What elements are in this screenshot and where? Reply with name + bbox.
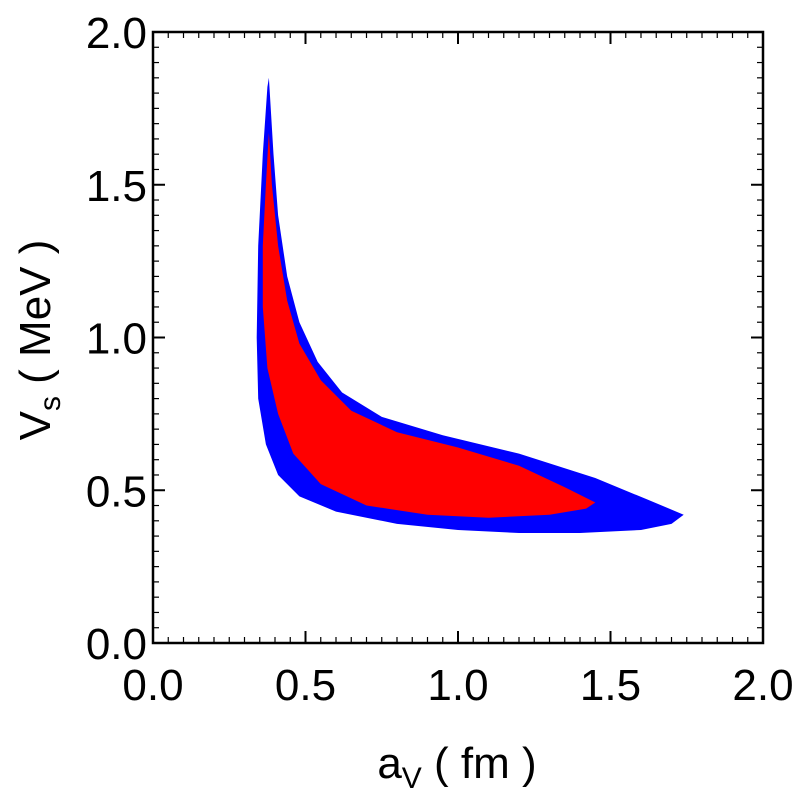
confidence-regions bbox=[256, 77, 684, 534]
y-tick-label: 2.0 bbox=[86, 9, 147, 58]
x-axis-title-subscript: V bbox=[402, 762, 422, 791]
axis-ticks bbox=[152, 31, 764, 644]
x-tick-label: 0.0 bbox=[122, 661, 183, 710]
y-tick-label: 1.5 bbox=[86, 162, 147, 211]
x-tick-labels: 0.0 0.5 1.0 1.5 2.0 bbox=[122, 661, 793, 710]
x-tick-label: 2.0 bbox=[732, 661, 793, 710]
x-tick-label: 1.0 bbox=[427, 661, 488, 710]
y-tick-label: 0.5 bbox=[86, 467, 147, 516]
inner-region bbox=[262, 132, 596, 518]
y-tick-labels: 0.0 0.5 1.0 1.5 2.0 bbox=[86, 9, 147, 669]
y-axis-title: Vs ( MeV ) bbox=[11, 240, 67, 441]
plot-frame bbox=[151, 30, 765, 645]
x-tick-label: 0.5 bbox=[275, 661, 336, 710]
y-tick-label: 0.0 bbox=[86, 620, 147, 669]
x-tick-label: 1.5 bbox=[580, 661, 641, 710]
x-axis-title: aV ( fm ) bbox=[377, 739, 536, 791]
y-axis-title-subscript: s bbox=[34, 396, 67, 411]
y-tick-label: 1.0 bbox=[86, 315, 147, 364]
